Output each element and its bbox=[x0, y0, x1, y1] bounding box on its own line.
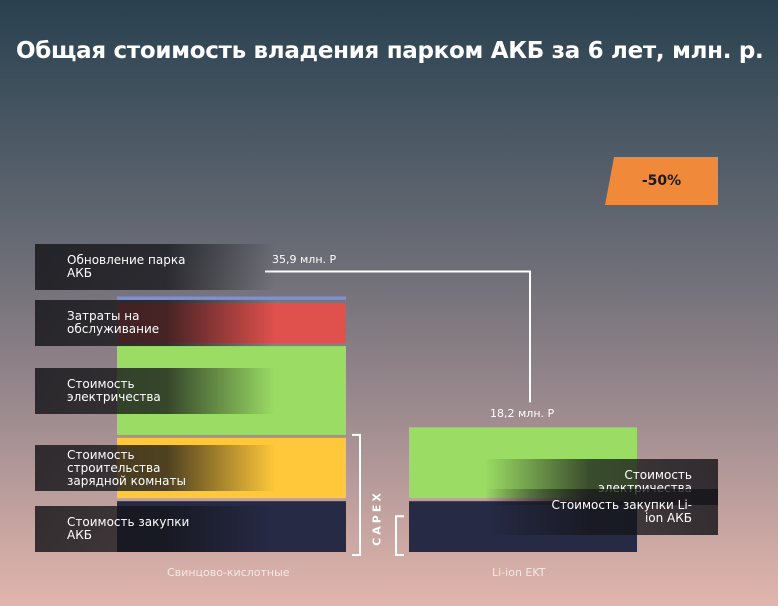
total-label-lead-acid: 35,9 млн. Р bbox=[272, 252, 337, 266]
comparison-connector-line bbox=[265, 270, 531, 403]
segment-label-text: Стоимость закупки АКБ bbox=[67, 514, 190, 542]
category-label-lead-acid: Свинцово-кислотные bbox=[167, 566, 290, 579]
segment-label-text: Стоимость закупки Li- ion АКБ bbox=[551, 497, 692, 525]
segment-label-text: Стоимость электричества bbox=[67, 376, 161, 404]
bar-segment-fleet_update-lead-acid bbox=[117, 296, 346, 300]
segment-label-text: Стоимость строительства зарядной комнаты bbox=[67, 447, 186, 488]
total-label-li-ion: 18,2 млн. Р bbox=[490, 407, 555, 421]
segment-label-left-maintenance: Затраты на обслуживание bbox=[35, 299, 275, 346]
chart-title: Общая стоимость владения парком АКБ за 6… bbox=[16, 38, 764, 64]
reduction-badge: -50% bbox=[605, 157, 718, 205]
category-label-li-ion: Li-ion EKT bbox=[492, 566, 546, 579]
capex-label: CAPEX bbox=[370, 490, 384, 546]
segment-label-left-purchase: Стоимость закупки АКБ bbox=[35, 505, 275, 552]
segment-label-left-electricity: Стоимость электричества bbox=[35, 367, 275, 414]
segment-label-text: Обновление парка АКБ bbox=[67, 252, 186, 280]
segment-label-text: Затраты на обслуживание bbox=[67, 308, 160, 336]
segment-label-right-purchase: Стоимость закупки Li- ion АКБ bbox=[485, 488, 718, 535]
segment-label-left-fleet_update: Обновление парка АКБ bbox=[35, 243, 275, 290]
segment-label-left-charging_room: Стоимость строительства зарядной комнаты bbox=[35, 445, 275, 492]
capex-bracket-right bbox=[395, 515, 404, 556]
capex-bracket-left bbox=[352, 433, 361, 556]
